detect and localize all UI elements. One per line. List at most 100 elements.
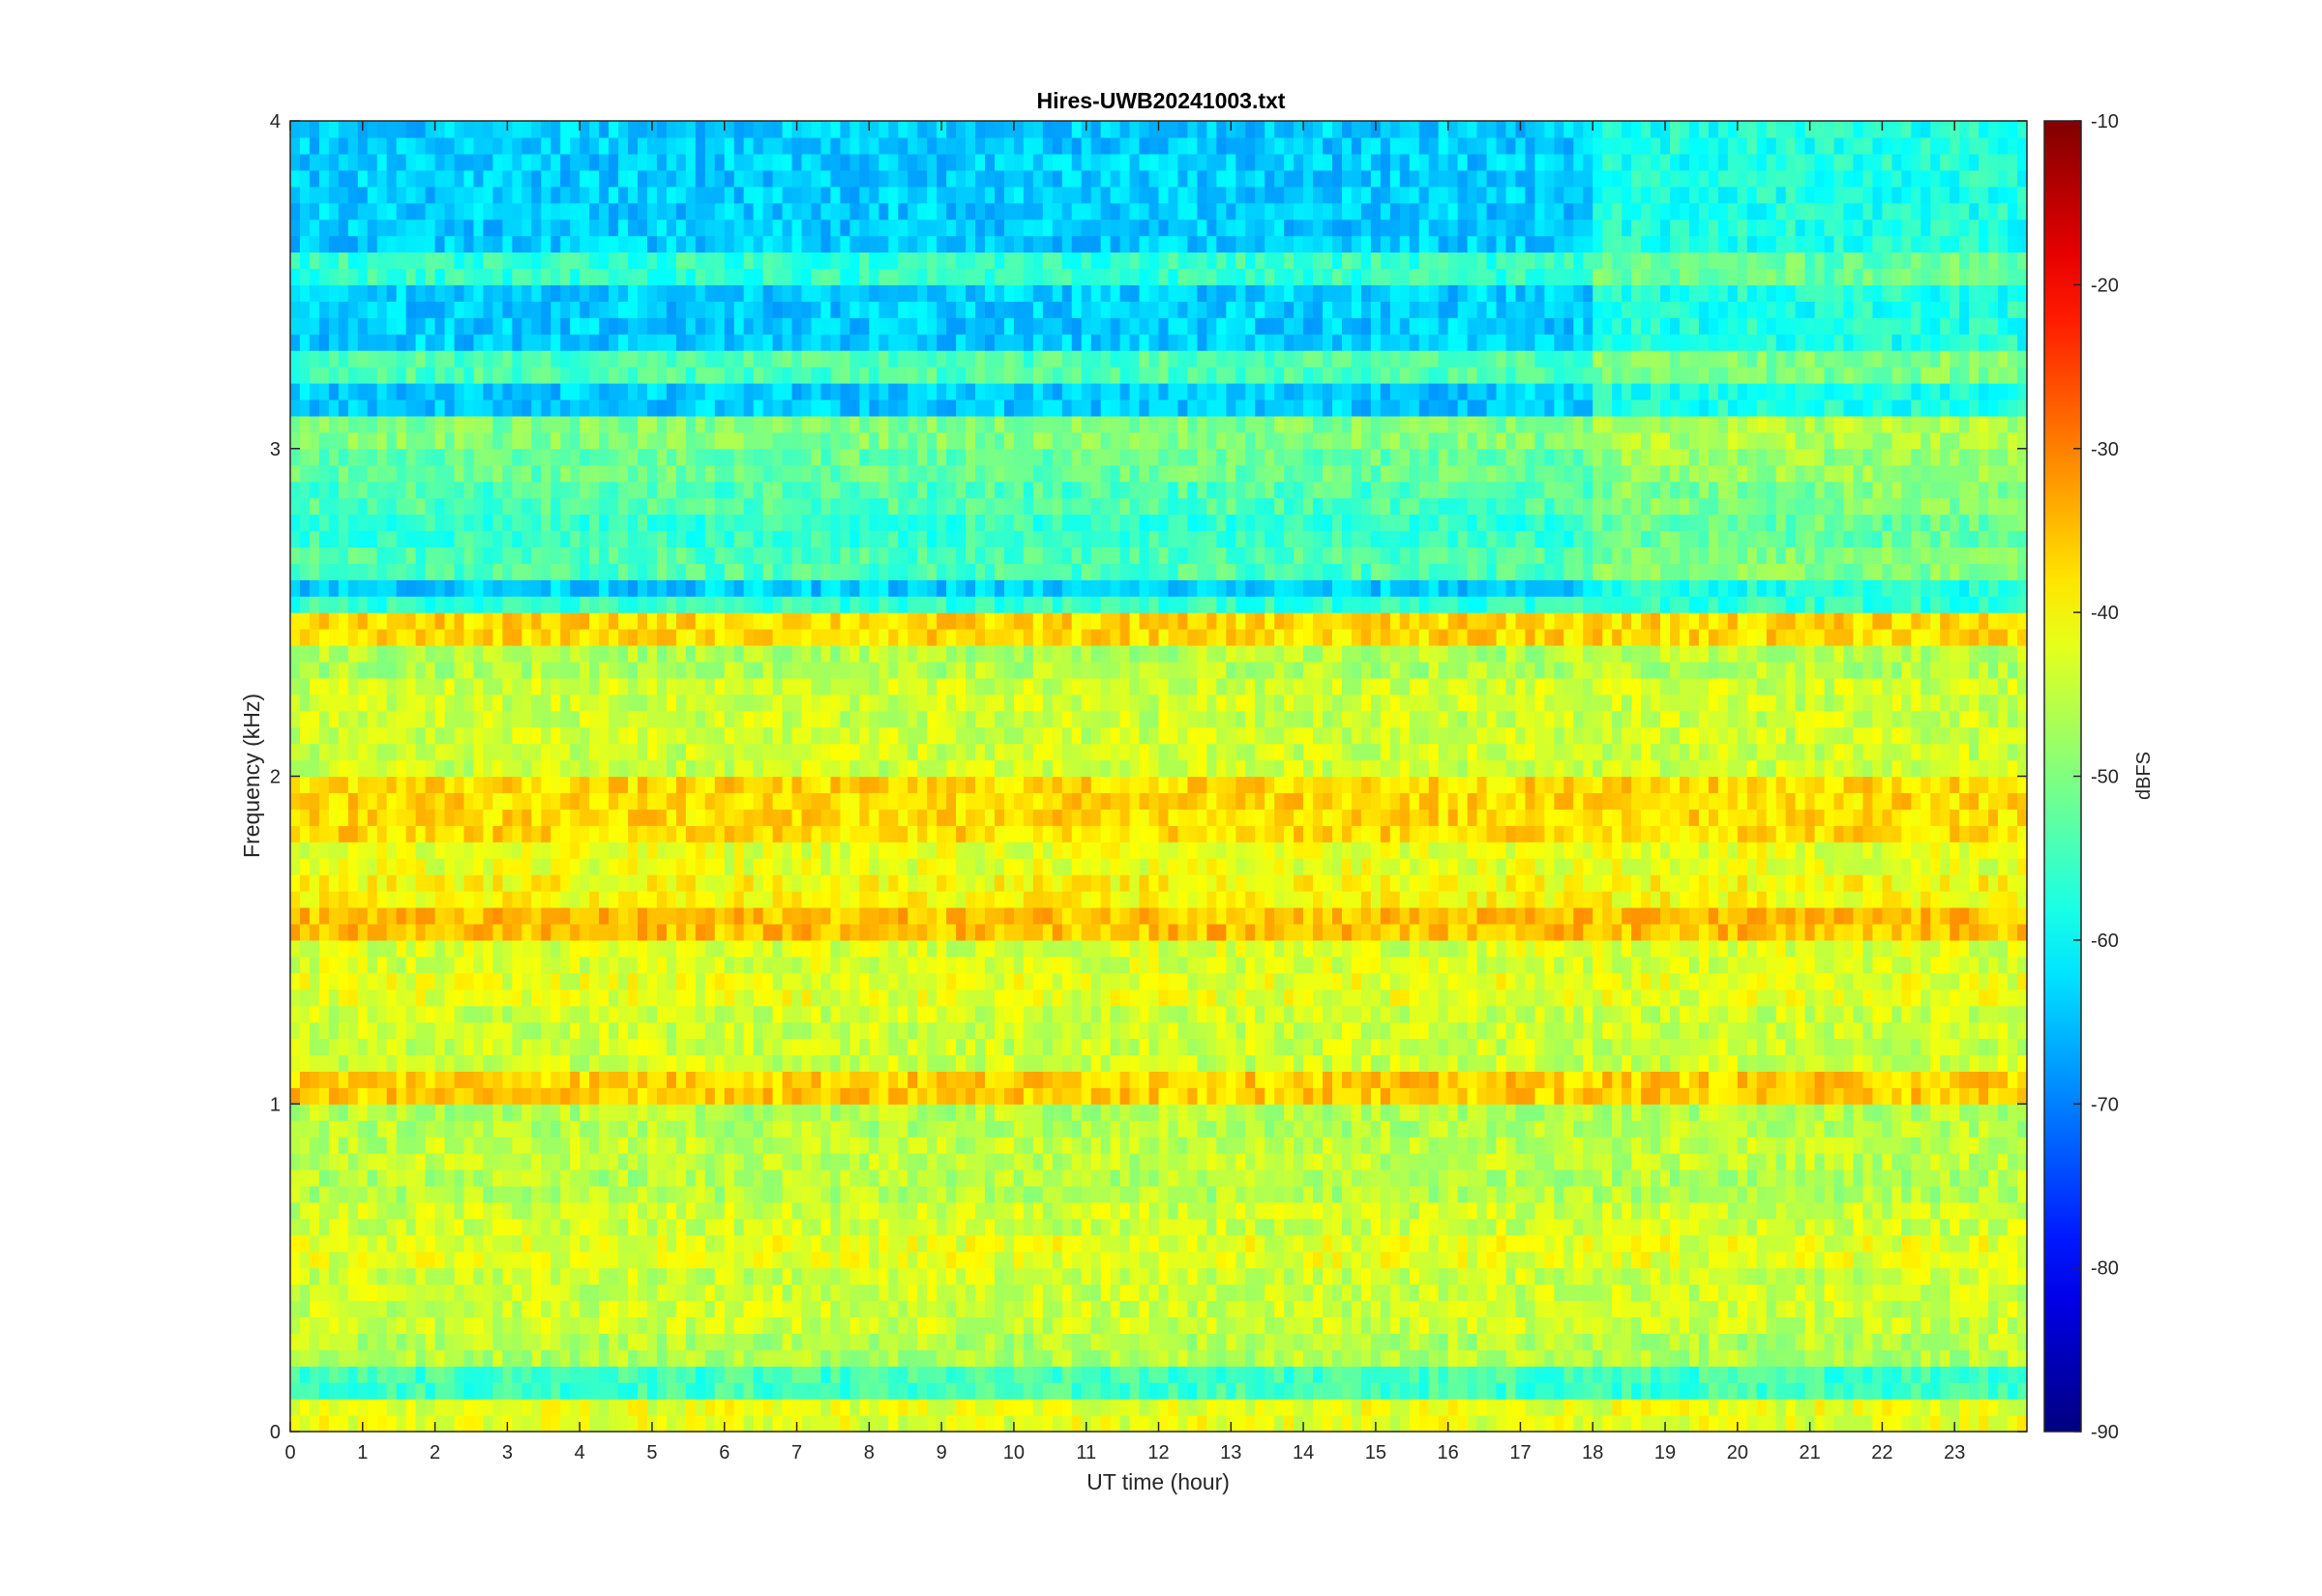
heatmap-cell [434,989,446,1007]
heatmap-cell [801,1399,813,1416]
heatmap-cell [589,1234,600,1253]
heatmap-cell [376,1120,388,1138]
heatmap-cell [1313,1104,1324,1121]
heatmap-cell [1032,1267,1044,1286]
heatmap-cell [1071,1399,1083,1416]
heatmap-cell [1622,1284,1632,1302]
heatmap-cell [1651,1201,1661,1220]
heatmap-cell [743,1054,755,1072]
heatmap-cell [898,1349,908,1367]
heatmap-cell [1688,989,1700,1007]
heatmap-cell [1573,1185,1584,1203]
heatmap-cell [1187,1120,1198,1138]
heatmap-cell [1746,1104,1758,1121]
heatmap-cell [1303,1349,1314,1367]
heatmap-cell [801,1349,813,1367]
heatmap-cell [1969,1071,1980,1088]
heatmap-cell [1882,1137,1892,1154]
heatmap-cell [1090,1234,1102,1253]
heatmap-cell [820,1399,832,1416]
heatmap-cell [521,1316,532,1334]
heatmap-cell [1071,1054,1083,1072]
heatmap-cell [1593,1366,1603,1383]
heatmap-cell [1631,1169,1642,1187]
heatmap-cell [1998,1218,2009,1236]
heatmap-cell [1409,1104,1420,1121]
heatmap-cell [1042,1153,1054,1170]
heatmap-cell [492,1415,503,1433]
heatmap-cell [347,1251,359,1269]
heatmap-cell [347,1153,359,1170]
heatmap-cell [580,1021,590,1040]
heatmap-cell [1641,1218,1652,1236]
heatmap-cell [1332,1316,1343,1334]
heatmap-cell [1670,1366,1681,1383]
heatmap-cell [1901,1399,1912,1416]
heatmap-cell [1245,1185,1256,1203]
heatmap-cell [1583,989,1593,1007]
heatmap-cell [878,1218,889,1236]
heatmap-cell [580,989,590,1007]
heatmap-cell [628,1054,639,1072]
heatmap-cell [733,1399,745,1416]
heatmap-cell [753,1021,764,1040]
heatmap-cell [1979,1251,1989,1269]
heatmap-cell [1660,1218,1671,1236]
heatmap-cell [956,1234,967,1253]
heatmap-cell [1351,1218,1362,1236]
heatmap-cell [1158,1251,1170,1269]
heatmap-cell [1911,1366,1921,1383]
heatmap-cell [1119,1021,1131,1040]
heatmap-cell [1467,1137,1478,1154]
heatmap-cell [1119,1300,1131,1318]
heatmap-cell [1428,1137,1440,1154]
heatmap-cell [1467,1251,1478,1269]
heatmap-cell [1052,1333,1063,1350]
heatmap-cell [1717,989,1729,1007]
heatmap-cell [618,1415,629,1433]
heatmap-cell [376,1284,388,1302]
heatmap-cell [454,1366,465,1383]
heatmap-cell [1593,1005,1603,1023]
heatmap-cell [1255,1087,1265,1105]
heatmap-cell [454,1071,465,1088]
heatmap-cell [1360,1038,1372,1056]
heatmap-cell [1323,1104,1333,1121]
heatmap-cell [1660,1234,1671,1253]
heatmap-cell [724,1300,735,1318]
heatmap-cell [1785,1071,1797,1088]
heatmap-cell [811,989,822,1007]
heatmap-cell [415,1054,427,1072]
heatmap-cell [386,1366,398,1383]
heatmap-cell [1534,1234,1545,1253]
heatmap-cell [1457,1153,1469,1170]
heatmap-cell [791,1316,803,1334]
heatmap-cell [309,1201,320,1220]
heatmap-cell [541,1316,551,1334]
heatmap-cell [1988,1169,1999,1187]
heatmap-cell [1255,1382,1265,1400]
heatmap-cell [1245,1071,1256,1088]
heatmap-cell [376,1333,388,1350]
heatmap-cell [1100,1021,1112,1040]
heatmap-cell [1631,1054,1642,1072]
heatmap-cell [454,1382,465,1400]
heatmap-cell [1023,1120,1034,1138]
heatmap-cell [560,1218,571,1236]
heatmap-cell [1360,1267,1372,1286]
heatmap-cell [1602,1087,1613,1105]
heatmap-cell [782,1316,793,1334]
heatmap-cell [1129,1300,1141,1318]
heatmap-cell [328,1153,340,1170]
heatmap-cell [704,1251,716,1269]
heatmap-cell [1622,1234,1632,1253]
heatmap-cell [1737,1185,1748,1203]
heatmap-cell [966,1366,976,1383]
heatmap-cell [599,1038,610,1056]
heatmap-cell [328,1185,340,1203]
heatmap-cell [849,1137,860,1154]
heatmap-cell [1418,1021,1430,1040]
heatmap-cell [1071,1201,1083,1220]
heatmap-cell [1930,1284,1941,1302]
heatmap-cell [1979,1054,1989,1072]
